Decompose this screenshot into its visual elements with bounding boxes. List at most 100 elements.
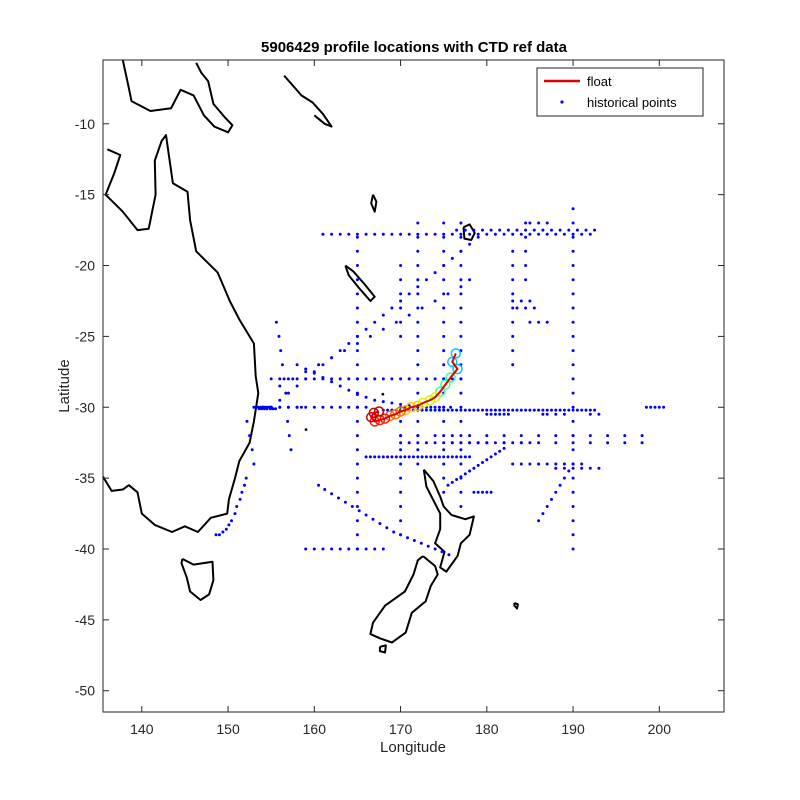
y-axis: -10 -15 -20 -25 -30 -35 -40 -45 -50 — [75, 116, 724, 699]
historical-point — [519, 434, 523, 438]
historical-point — [355, 490, 359, 494]
historical-point — [511, 292, 515, 296]
historical-point — [562, 408, 566, 412]
historical-point — [489, 412, 493, 416]
historical-point — [653, 405, 657, 409]
historical-point — [433, 455, 437, 459]
historical-point — [571, 448, 575, 452]
historical-point — [597, 466, 601, 470]
historical-point — [489, 455, 493, 459]
new-caledonia-coastline — [344, 264, 376, 302]
historical-point — [554, 490, 558, 494]
historical-point — [399, 402, 403, 406]
historical-point — [489, 490, 493, 494]
historical-point — [429, 408, 433, 412]
x-axis-label: Longitude — [380, 739, 446, 756]
tasmania-coastline — [180, 558, 215, 601]
historical-point — [571, 349, 575, 353]
historical-point — [498, 408, 502, 412]
historical-point — [476, 232, 480, 236]
historical-point — [511, 306, 515, 310]
historical-point — [278, 405, 282, 409]
historical-point — [317, 483, 321, 487]
historical-point — [571, 408, 575, 412]
historical-point — [355, 349, 359, 353]
historical-point — [433, 434, 437, 438]
historical-point — [416, 419, 420, 423]
historical-point — [463, 228, 467, 232]
historical-point — [330, 356, 334, 360]
historical-point — [437, 405, 441, 409]
historical-point — [279, 349, 283, 353]
historical-point — [304, 370, 308, 374]
historical-point — [657, 405, 661, 409]
x-tick-label: 140 — [130, 721, 154, 737]
historical-point — [368, 455, 372, 459]
historical-point — [554, 441, 558, 445]
historical-point — [355, 264, 359, 267]
historical-point — [355, 320, 359, 324]
historical-point — [386, 408, 390, 412]
historical-point — [381, 400, 385, 404]
historical-point — [416, 320, 420, 324]
float-profile-marker — [445, 372, 456, 383]
historical-point — [338, 377, 342, 381]
historical-point — [442, 448, 446, 452]
historical-point — [330, 377, 334, 381]
historical-point — [524, 249, 528, 253]
historical-point — [424, 455, 428, 459]
historical-point — [416, 278, 420, 282]
historical-point — [580, 408, 584, 412]
historical-point — [567, 408, 571, 412]
historical-point — [511, 334, 515, 338]
historical-point — [459, 455, 463, 459]
historical-point — [381, 232, 385, 236]
x-tick-label: 160 — [303, 721, 327, 737]
y-tick-label: -20 — [75, 258, 95, 274]
historical-point — [295, 384, 299, 388]
historical-point — [304, 367, 308, 371]
solomon-islands-coastline — [283, 74, 333, 128]
historical-point — [554, 434, 558, 438]
historical-point — [537, 434, 541, 438]
historical-point — [571, 292, 575, 296]
historical-point — [291, 377, 295, 381]
historical-point — [244, 476, 248, 480]
historical-point — [519, 232, 523, 236]
historical-point — [485, 490, 489, 494]
historical-point — [532, 408, 536, 412]
historical-point — [537, 320, 541, 324]
historical-point — [355, 278, 359, 282]
float-profile-marker — [452, 363, 463, 375]
historical-point — [385, 526, 389, 530]
historical-point — [446, 483, 450, 487]
historical-point — [399, 533, 403, 537]
historical-point — [364, 232, 368, 236]
historical-point — [493, 452, 497, 456]
historical-point — [416, 249, 420, 253]
historical-point — [278, 384, 282, 388]
historical-point — [481, 228, 484, 232]
historical-point — [524, 221, 528, 225]
legend-historical-label: historical points — [587, 95, 677, 110]
historical-point — [429, 405, 433, 409]
historical-point — [450, 256, 454, 260]
historical-point — [261, 405, 265, 409]
historical-point — [312, 377, 316, 381]
historical-point — [442, 405, 446, 409]
historical-point — [481, 408, 484, 412]
historical-point — [511, 299, 515, 303]
historical-point — [399, 306, 403, 310]
historical-point — [588, 412, 592, 416]
historical-point — [485, 434, 489, 438]
historical-point — [304, 377, 308, 381]
historical-point — [424, 377, 428, 381]
float-profile-marker — [417, 397, 429, 409]
historical-point — [399, 434, 403, 438]
historical-point — [416, 292, 420, 296]
historical-point — [304, 547, 308, 551]
historical-point — [399, 320, 403, 324]
historical-point — [489, 228, 493, 232]
x-tick-label: 170 — [389, 721, 413, 737]
historical-point — [274, 407, 277, 411]
